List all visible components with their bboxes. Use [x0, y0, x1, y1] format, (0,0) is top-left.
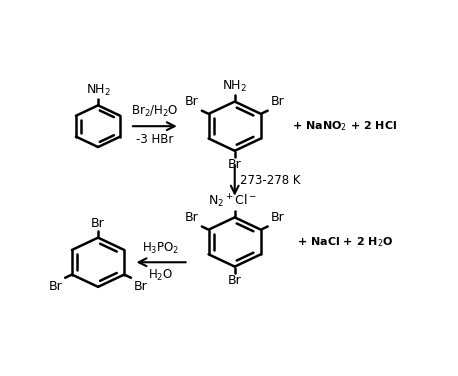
Text: Br: Br: [185, 211, 199, 224]
Text: NH$_2$: NH$_2$: [222, 79, 247, 94]
Text: Br: Br: [185, 95, 199, 108]
Text: 273-278 K: 273-278 K: [240, 174, 300, 187]
Text: H$_2$O: H$_2$O: [148, 267, 174, 283]
Text: H$_3$PO$_2$: H$_3$PO$_2$: [142, 241, 180, 256]
Text: Br: Br: [48, 280, 62, 293]
Text: N$_2$$^+$Cl$^-$: N$_2$$^+$Cl$^-$: [208, 193, 257, 210]
Text: -3 HBr: -3 HBr: [136, 133, 174, 146]
Text: Br: Br: [228, 274, 242, 287]
Text: Br: Br: [271, 95, 284, 108]
Text: Br: Br: [134, 280, 148, 293]
Text: + NaCl + 2 H$_2$O: + NaCl + 2 H$_2$O: [297, 235, 393, 249]
Text: NH$_2$: NH$_2$: [86, 83, 110, 98]
Text: Br$_2$/H$_2$O: Br$_2$/H$_2$O: [131, 104, 179, 119]
Text: + NaNO$_2$ + 2 HCl: + NaNO$_2$ + 2 HCl: [292, 119, 398, 133]
Text: Br: Br: [91, 217, 105, 230]
Text: Br: Br: [271, 211, 284, 224]
Text: Br: Br: [228, 158, 242, 171]
